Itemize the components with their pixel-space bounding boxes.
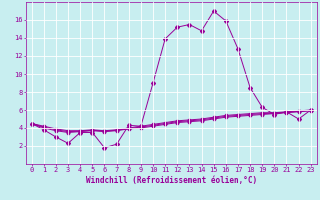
- X-axis label: Windchill (Refroidissement éolien,°C): Windchill (Refroidissement éolien,°C): [86, 176, 257, 185]
